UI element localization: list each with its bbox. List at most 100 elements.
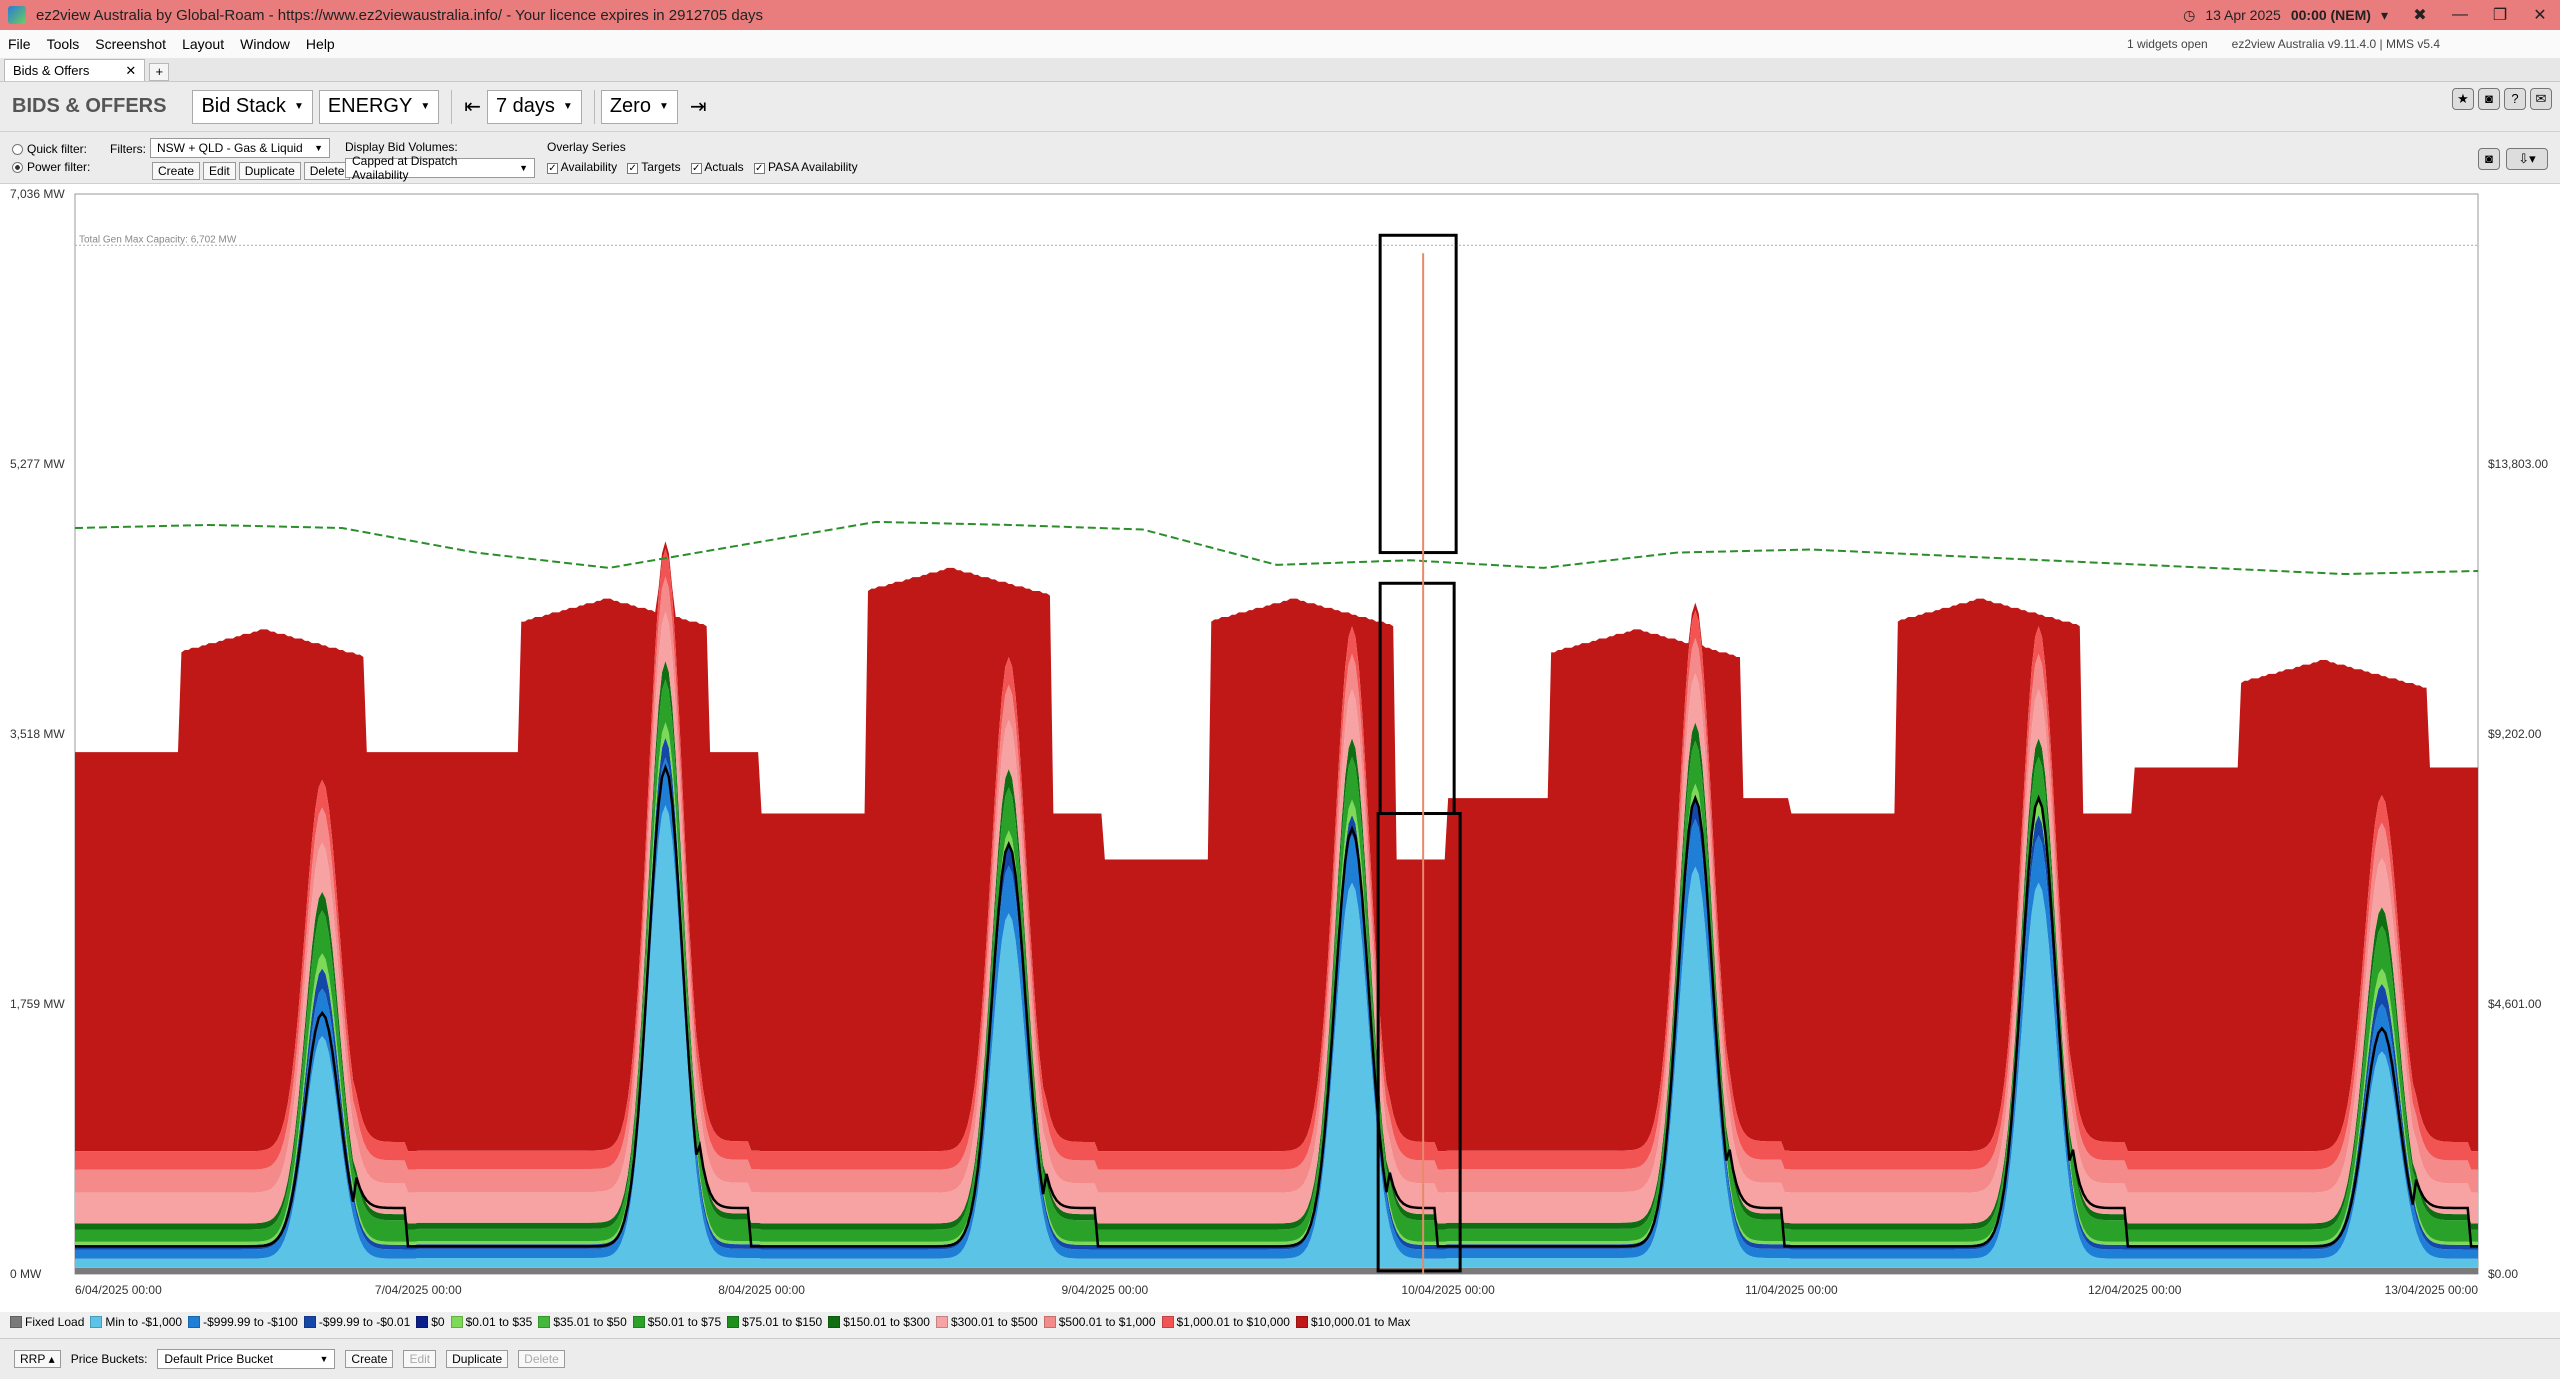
legend-item[interactable]: -$99.99 to -$0.01 xyxy=(303,1315,410,1329)
tab-bids-offers[interactable]: Bids & Offers ✕ xyxy=(4,59,146,81)
add-tab-button[interactable]: + xyxy=(149,63,170,81)
menu-screenshot[interactable]: Screenshot xyxy=(95,36,167,52)
star-icon[interactable]: ★ xyxy=(2452,88,2474,110)
overlay-pasa-label: PASA Availability xyxy=(768,160,858,174)
title-bar: ez2view Australia by Global-Roam - https… xyxy=(0,0,2560,30)
legend-item[interactable]: $150.01 to $300 xyxy=(828,1315,930,1329)
close-button[interactable]: ✕ xyxy=(2533,7,2547,24)
chevron-down-icon: ▼ xyxy=(562,101,573,112)
filter-delete-button[interactable]: Delete xyxy=(303,162,351,180)
y-axis-tick-label: 1,759 MW xyxy=(10,997,65,1011)
x-axis-tick-label: 9/04/2025 00:00 xyxy=(1061,1283,1148,1297)
power-filter-radio[interactable] xyxy=(12,161,23,173)
download-icon[interactable]: ⇩▾ xyxy=(2506,148,2548,170)
y2-axis-tick-label: $13,803.00 xyxy=(2488,457,2548,471)
legend-label: Min to -$1,000 xyxy=(105,1315,183,1329)
bucket-edit-button[interactable]: Edit xyxy=(403,1350,437,1368)
legend-swatch xyxy=(935,1316,948,1328)
baseline-dropdown[interactable]: Zero ▼ xyxy=(600,89,678,124)
period-dropdown[interactable]: 7 days ▼ xyxy=(486,89,582,124)
chevron-down-icon: ▼ xyxy=(314,143,323,153)
bucket-delete-button[interactable]: Delete xyxy=(518,1350,565,1368)
menu-layout[interactable]: Layout xyxy=(182,36,225,52)
legend-item[interactable]: Min to -$1,000 xyxy=(90,1315,182,1329)
power-filter-label: Power filter: xyxy=(27,160,91,174)
filter-edit-button[interactable]: Edit xyxy=(203,162,236,180)
overlay-actuals[interactable]: ✓ Actuals xyxy=(690,160,744,174)
y2-axis-tick-label: $0.00 xyxy=(2488,1267,2518,1281)
legend-item[interactable]: $10,000.01 to Max xyxy=(1295,1315,1410,1329)
checkbox-checked-icon[interactable]: ✓ xyxy=(547,163,558,174)
checkbox-checked-icon[interactable]: ✓ xyxy=(753,163,765,174)
checkbox-checked-icon[interactable]: ✓ xyxy=(690,163,702,174)
clock-date: 13 Apr 2025 xyxy=(2205,7,2281,23)
legend-swatch xyxy=(538,1316,551,1328)
y-axis-tick-label: 7,036 MW xyxy=(10,187,65,201)
legend-swatch xyxy=(1161,1316,1174,1328)
legend-swatch xyxy=(632,1316,645,1328)
checkbox-checked-icon[interactable]: ✓ xyxy=(627,163,639,174)
chevron-down-icon: ▼ xyxy=(293,101,304,112)
legend-item[interactable]: $50.01 to $75 xyxy=(632,1315,721,1329)
market-dropdown[interactable]: ENERGY ▼ xyxy=(318,89,440,124)
menu-window[interactable]: Window xyxy=(240,36,290,52)
menu-file[interactable]: File xyxy=(8,36,31,52)
y2-axis-tick-label: $9,202.00 xyxy=(2488,727,2542,741)
filter-duplicate-button[interactable]: Duplicate xyxy=(238,162,301,180)
legend-item[interactable]: $1,000.01 to $10,000 xyxy=(1161,1315,1290,1329)
bid-stack-chart: Total Gen Max Capacity: 6,702 MW 7,036 MW… xyxy=(0,184,2560,1312)
filter-select[interactable]: NSW + QLD - Gas & Liquid ▼ xyxy=(150,138,330,158)
chevron-down-icon: ▼ xyxy=(420,101,431,112)
camera-icon[interactable]: ◙ xyxy=(2478,148,2500,170)
legend-item[interactable]: Fixed Load xyxy=(10,1315,84,1329)
legend-label: Fixed Load xyxy=(25,1315,85,1329)
legend-item[interactable]: $0.01 to $35 xyxy=(450,1315,532,1329)
tab-label: Bids & Offers xyxy=(13,63,90,78)
filter-create-button[interactable]: Create xyxy=(152,162,201,180)
rrp-toggle-button[interactable]: RRP ▴ xyxy=(14,1350,61,1368)
quick-filter-option[interactable]: Quick filter: xyxy=(12,142,87,156)
maximize-button[interactable]: ❐ xyxy=(2492,7,2508,24)
menu-help[interactable]: Help xyxy=(305,36,335,52)
jump-end-icon[interactable]: ⇥ xyxy=(689,96,707,118)
legend-label: $150.01 to $300 xyxy=(843,1315,930,1329)
annotation-box xyxy=(1378,233,1458,555)
overlay-pasa-availability[interactable]: ✓ PASA Availability xyxy=(753,160,858,174)
jump-start-icon[interactable]: ⇤ xyxy=(464,96,481,118)
overlay-availability-label: Availability xyxy=(560,160,618,174)
quick-filter-radio[interactable] xyxy=(12,143,23,155)
x-axis-tick-label: 7/04/2025 00:00 xyxy=(375,1283,462,1297)
legend-label: $500.01 to $1,000 xyxy=(1058,1315,1156,1329)
help-icon[interactable]: ? xyxy=(2504,88,2526,110)
display-bid-volumes-label: Display Bid Volumes: xyxy=(345,140,458,154)
menu-tools[interactable]: Tools xyxy=(46,36,80,52)
comment-icon[interactable]: ✉ xyxy=(2530,88,2552,110)
legend-item[interactable]: $500.01 to $1,000 xyxy=(1043,1315,1156,1329)
legend-label: $1,000.01 to $10,000 xyxy=(1176,1315,1290,1329)
series-area-10000-to-max xyxy=(75,541,2478,1152)
legend-item[interactable]: $0 xyxy=(416,1315,445,1329)
version-label: ez2view Australia v9.11.4.0 | MMS v5.4 xyxy=(2231,37,2440,51)
legend-item[interactable]: $75.01 to $150 xyxy=(727,1315,822,1329)
x-axis-tick-label: 8/04/2025 00:00 xyxy=(718,1283,805,1297)
minimize-button[interactable]: — xyxy=(2452,6,2468,23)
tab-bar: Bids & Offers ✕ + xyxy=(0,58,2560,82)
mute-icon[interactable]: ✖ xyxy=(2413,7,2427,24)
tab-close-icon[interactable]: ✕ xyxy=(125,62,137,78)
overlay-targets[interactable]: ✓ Targets xyxy=(627,160,681,174)
overlay-availability[interactable]: ✓ Availability xyxy=(547,160,617,174)
power-filter-option[interactable]: Power filter: xyxy=(12,160,90,174)
market-value: ENERGY xyxy=(327,95,413,117)
period-value: 7 days xyxy=(495,95,555,117)
legend-item[interactable]: $35.01 to $50 xyxy=(538,1315,627,1329)
legend-item[interactable]: $300.01 to $500 xyxy=(935,1315,1038,1329)
price-bucket-select[interactable]: Default Price Bucket ▼ xyxy=(157,1349,336,1369)
camera-icon[interactable]: ◙ xyxy=(2478,88,2500,110)
clock-dropdown-icon[interactable]: ▾ xyxy=(2380,6,2388,23)
display-bid-volumes-select[interactable]: Capped at Dispatch Availability ▼ xyxy=(345,154,535,182)
view-dropdown[interactable]: Bid Stack ▼ xyxy=(192,89,313,124)
bucket-duplicate-button[interactable]: Duplicate xyxy=(446,1350,509,1368)
legend-item[interactable]: -$999.99 to -$100 xyxy=(188,1315,298,1329)
bucket-create-button[interactable]: Create xyxy=(345,1350,394,1368)
view-value: Bid Stack xyxy=(201,95,286,117)
